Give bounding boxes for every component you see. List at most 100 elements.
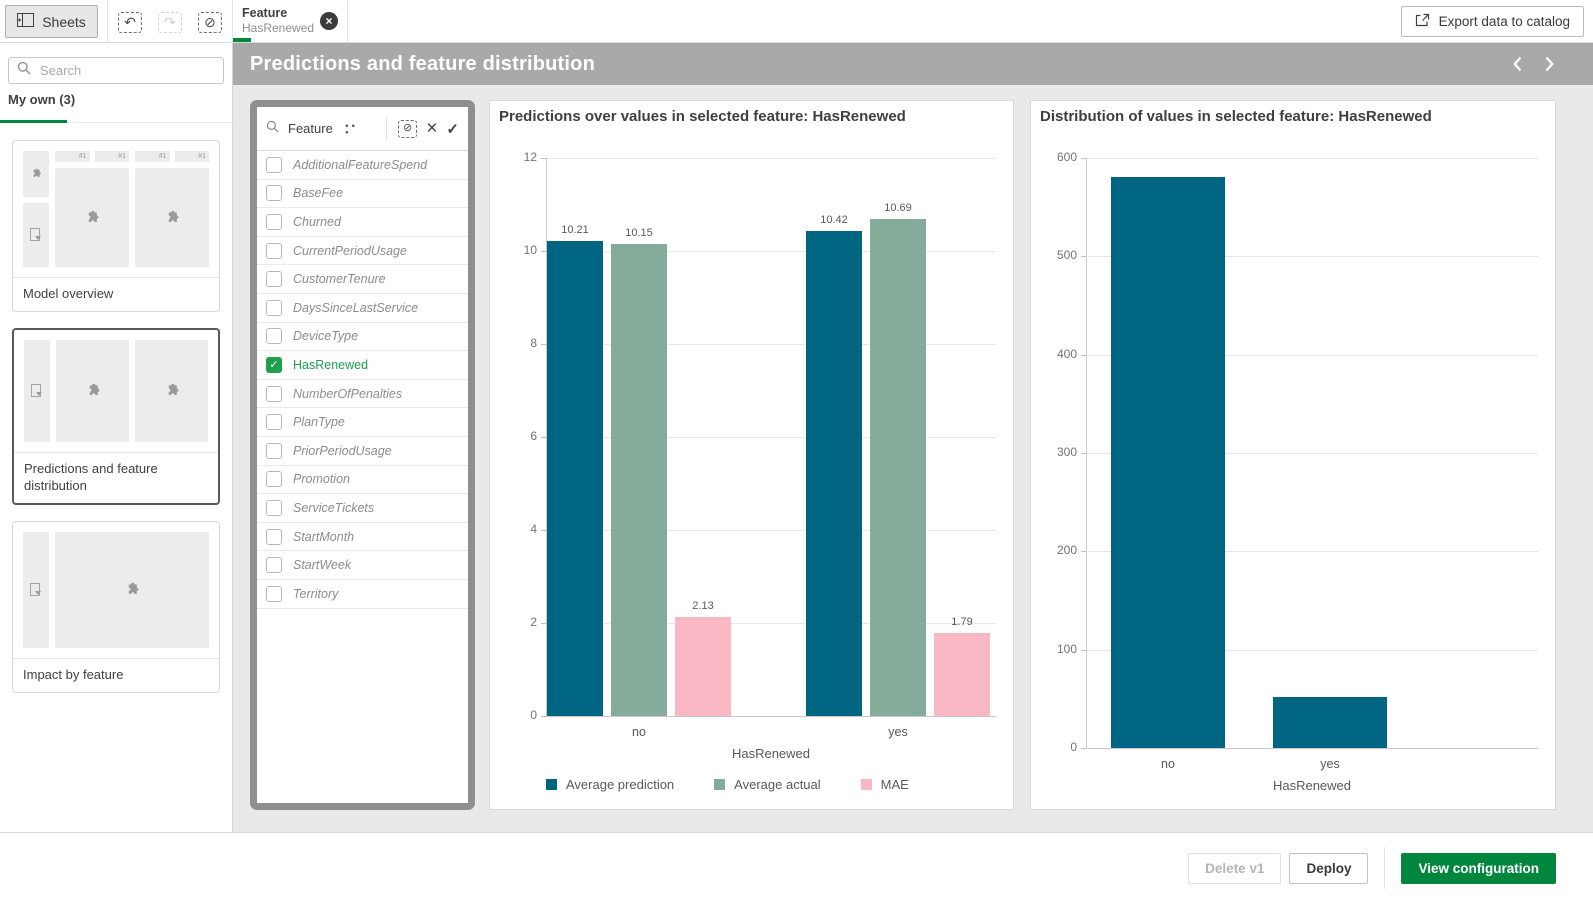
- gridline: [1086, 158, 1538, 159]
- search-icon[interactable]: [266, 120, 279, 138]
- y-tick-mark: [541, 530, 546, 531]
- thumb-chart-column: [55, 531, 209, 648]
- feature-item-CurrentPeriodUsage[interactable]: CurrentPeriodUsage: [257, 237, 468, 266]
- confirm-selection-icon[interactable]: ✓: [446, 120, 459, 138]
- legend-item-Average prediction[interactable]: Average prediction: [546, 777, 674, 792]
- sheet-card-0[interactable]: #1 #1 #1 #1 Model overview: [12, 140, 220, 312]
- sheets-panel-icon: [17, 13, 35, 30]
- legend-item-MAE[interactable]: MAE: [860, 777, 909, 792]
- sheets-sidebar: My own (3) #1 #1 #1 #1 Model overview Predict…: [0, 43, 233, 832]
- feature-item-DaysSinceLastService[interactable]: DaysSinceLastService: [257, 294, 468, 323]
- cancel-selection-icon[interactable]: ×: [426, 118, 438, 139]
- feature-item-AdditionalFeatureSpend[interactable]: AdditionalFeatureSpend: [257, 151, 468, 180]
- predictions-chart-title: Predictions over values in selected feat…: [499, 108, 906, 125]
- checkbox-icon[interactable]: [266, 499, 282, 516]
- checkbox-icon[interactable]: [266, 213, 282, 230]
- tab-active-indicator: [0, 120, 67, 123]
- feature-item-StartMonth[interactable]: StartMonth: [257, 523, 468, 552]
- checkbox-icon[interactable]: [266, 156, 282, 173]
- redo-selection-button[interactable]: ↷: [152, 8, 188, 36]
- feature-item-Promotion[interactable]: Promotion: [257, 466, 468, 495]
- bar-yes-value[interactable]: [1273, 696, 1387, 748]
- checkbox-icon[interactable]: [266, 528, 282, 545]
- feature-item-PlanType[interactable]: PlanType: [257, 408, 468, 437]
- deploy-button[interactable]: Deploy: [1289, 853, 1369, 884]
- y-tick-mark: [541, 251, 546, 252]
- checkbox-icon[interactable]: [266, 385, 282, 402]
- distribution-chart-panel: Distribution of values in selected featu…: [1030, 100, 1556, 810]
- y-tick-label: 300: [1056, 445, 1077, 459]
- undo-selection-button[interactable]: ↶: [112, 8, 148, 36]
- filter-pane-icon: [24, 339, 50, 442]
- next-sheet-button[interactable]: [1539, 55, 1559, 75]
- legend-item-Average actual[interactable]: Average actual: [714, 777, 821, 792]
- y-tick-label: 12: [523, 150, 537, 164]
- checkbox-icon[interactable]: [266, 585, 282, 602]
- gridline: [546, 158, 996, 159]
- y-axis-line: [1086, 158, 1087, 748]
- delete-version-button[interactable]: Delete v1: [1188, 853, 1282, 884]
- previous-sheet-button[interactable]: [1507, 55, 1527, 75]
- thumb-chart-column: [135, 339, 208, 442]
- feature-item-label: Territory: [293, 586, 339, 601]
- checkbox-icon[interactable]: [266, 414, 282, 431]
- clear-selection-icon[interactable]: ⊘: [397, 119, 418, 138]
- sheet-card-2[interactable]: Impact by feature: [12, 520, 220, 693]
- feature-item-HasRenewed[interactable]: ✓ HasRenewed: [257, 351, 468, 380]
- x-category-label: no: [632, 725, 646, 739]
- checkbox-checked-icon[interactable]: ✓: [266, 356, 282, 373]
- kpi-chip: #1: [174, 151, 209, 162]
- bar-yes-Average actual[interactable]: [870, 218, 926, 716]
- sheets-button-label: Sheets: [42, 13, 86, 30]
- sheet-search-box[interactable]: [8, 57, 224, 84]
- checkbox-icon[interactable]: [266, 471, 282, 488]
- feature-item-label: Promotion: [293, 472, 350, 487]
- feature-item-label: BaseFee: [293, 186, 344, 201]
- sheet-search-input[interactable]: [38, 62, 215, 79]
- y-tick-mark: [1081, 650, 1086, 651]
- view-configuration-button[interactable]: View configuration: [1401, 853, 1556, 884]
- y-tick-label: 400: [1056, 347, 1077, 361]
- kpi-chip-row: #1 #1: [55, 151, 129, 162]
- checkbox-icon[interactable]: [266, 299, 282, 316]
- feature-item-Churned[interactable]: Churned: [257, 208, 468, 237]
- y-tick-label: 4: [530, 522, 537, 536]
- checkbox-icon[interactable]: [266, 442, 282, 459]
- feature-item-CustomerTenure[interactable]: CustomerTenure: [257, 265, 468, 294]
- export-icon: [1415, 13, 1430, 30]
- clear-all-selections-button[interactable]: ⊘: [192, 8, 228, 36]
- bar-no-Average actual[interactable]: [611, 244, 667, 716]
- export-data-button[interactable]: Export data to catalog: [1400, 6, 1584, 37]
- gridline: [1086, 748, 1538, 749]
- checkbox-icon[interactable]: [266, 185, 282, 202]
- bar-no-value[interactable]: [1111, 176, 1225, 748]
- bar-no-Average prediction[interactable]: [547, 241, 603, 716]
- checkbox-icon[interactable]: [266, 557, 282, 574]
- feature-item-ServiceTickets[interactable]: ServiceTickets: [257, 494, 468, 523]
- kpi-chip: #1: [94, 151, 129, 162]
- bar-value-label: 2.13: [692, 599, 714, 612]
- more-options-icon[interactable]: ● ● ●: [344, 121, 356, 136]
- y-tick-label: 0: [1070, 740, 1077, 754]
- feature-item-Territory[interactable]: Territory: [257, 580, 468, 609]
- y-tick-mark: [541, 344, 546, 345]
- sheets-button[interactable]: Sheets: [5, 5, 98, 38]
- tab-my-own[interactable]: My own (3): [8, 92, 76, 107]
- checkbox-icon[interactable]: [266, 242, 282, 259]
- checkbox-icon[interactable]: [266, 328, 282, 345]
- gridline: [546, 716, 996, 717]
- feature-item-BaseFee[interactable]: BaseFee: [257, 180, 468, 209]
- selection-chip-close-icon[interactable]: ×: [320, 12, 338, 30]
- feature-item-DeviceType[interactable]: DeviceType: [257, 323, 468, 352]
- feature-item-PriorPeriodUsage[interactable]: PriorPeriodUsage: [257, 437, 468, 466]
- checkbox-icon[interactable]: [266, 271, 282, 288]
- bar-yes-Average prediction[interactable]: [806, 231, 862, 716]
- bar-no-MAE[interactable]: [675, 616, 731, 716]
- puzzle-icon: [23, 151, 49, 197]
- feature-item-NumberOfPenalties[interactable]: NumberOfPenalties: [257, 380, 468, 409]
- chevron-right-icon: [1544, 55, 1555, 76]
- feature-item-StartWeek[interactable]: StartWeek: [257, 551, 468, 580]
- sheet-card-1[interactable]: Predictions and feature distribution: [12, 327, 220, 505]
- bar-yes-MAE[interactable]: [934, 632, 990, 716]
- selection-chip-feature[interactable]: Feature HasRenewed ×: [232, 0, 348, 42]
